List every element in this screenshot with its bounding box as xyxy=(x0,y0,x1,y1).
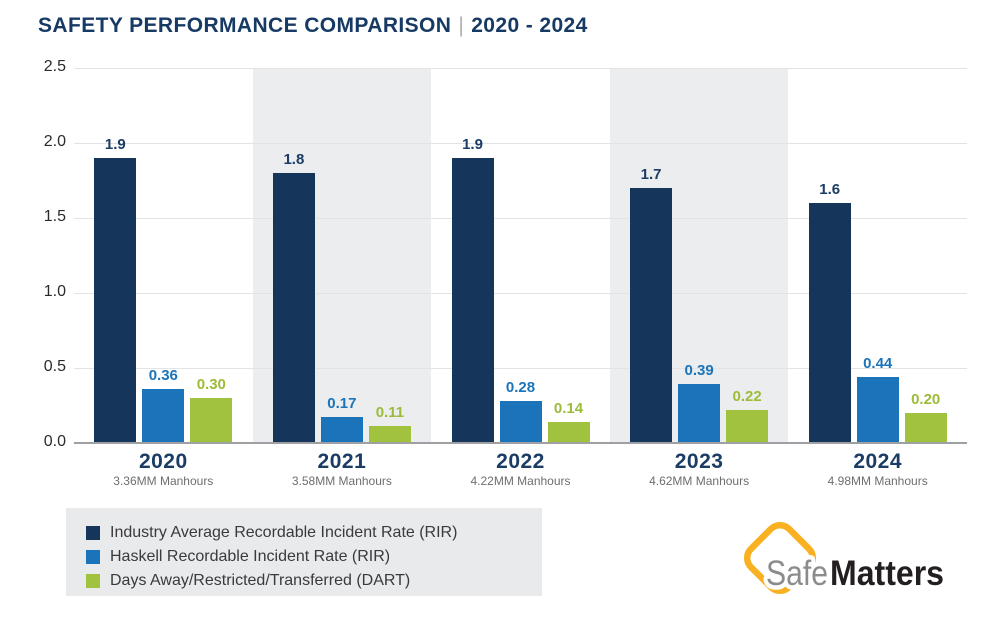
y-axis-label: 2.0 xyxy=(43,133,66,150)
gridline xyxy=(74,68,967,69)
legend-label-dart: Days Away/Restricted/Transferred (DART) xyxy=(110,572,411,589)
bar xyxy=(320,417,363,443)
bar xyxy=(190,398,233,443)
y-axis-label: 0.0 xyxy=(43,433,66,450)
bar xyxy=(856,377,899,443)
title-text: SAFETY PERFORMANCE COMPARISON xyxy=(38,14,452,37)
safematters-logo: Safe Matters xyxy=(736,508,966,612)
year-label: 2020 xyxy=(138,450,188,473)
bar-value-label: 1.7 xyxy=(640,166,662,183)
legend-item-dart: Days Away/Restricted/Transferred (DART) xyxy=(86,569,542,593)
bar xyxy=(678,384,721,443)
bar-value-label: 0.39 xyxy=(684,362,714,379)
year-label: 2023 xyxy=(674,450,724,473)
gridline xyxy=(74,368,967,369)
legend-swatch-blue xyxy=(86,550,100,564)
bar-value-label: 0.17 xyxy=(327,395,357,412)
bar xyxy=(726,410,769,443)
bar-value-label: 0.36 xyxy=(148,367,178,384)
bar xyxy=(272,173,315,443)
bar xyxy=(630,188,673,443)
logo-text-safe: Safe xyxy=(766,554,828,593)
bar-value-label: 0.28 xyxy=(505,379,536,396)
bar xyxy=(142,389,185,443)
gridline xyxy=(74,143,967,144)
legend-item-industry-rir: Industry Average Recordable Incident Rat… xyxy=(86,521,542,545)
safematters-logo-graphic: Safe Matters xyxy=(743,521,949,598)
legend-swatch-navy xyxy=(86,526,100,540)
manhours-label: 3.58MM Manhours xyxy=(291,474,392,488)
gridline xyxy=(74,218,967,219)
legend-item-haskell-rir: Haskell Recordable Incident Rate (RIR) xyxy=(86,545,542,569)
logo-diamond-icon xyxy=(743,521,817,595)
bar-value-label: 1.9 xyxy=(462,136,483,153)
year-label: 2022 xyxy=(496,450,545,473)
page-title: SAFETY PERFORMANCE COMPARISON | 2020 - 202… xyxy=(38,14,588,38)
y-axis-label: 2.5 xyxy=(43,58,66,75)
bar-value-label: 0.22 xyxy=(732,388,762,405)
bar-value-label: 0.30 xyxy=(196,376,226,393)
bar xyxy=(904,413,947,443)
bar-value-label: 1.6 xyxy=(819,181,841,198)
bar-value-label: 1.8 xyxy=(283,151,305,168)
bar xyxy=(499,401,542,443)
year-label: 2024 xyxy=(853,450,903,473)
bar xyxy=(368,426,411,443)
bar xyxy=(547,422,590,443)
logo-text-matters: Matters xyxy=(830,554,944,593)
x-axis-line xyxy=(74,442,967,444)
year-label: 2021 xyxy=(317,450,367,473)
title-daterange: 2020 - 2024 xyxy=(471,14,588,37)
legend-swatch-green xyxy=(86,574,100,588)
bar xyxy=(451,158,494,443)
bar xyxy=(808,203,851,443)
manhours-label: 4.62MM Manhours xyxy=(649,474,750,488)
chart-legend: Industry Average Recordable Incident Rat… xyxy=(66,508,542,596)
safety-bar-chart: 0.0 0.5 1.0 1.5 2.0 2.5 1.9 1.8 1.9 1.7 1.6 0.36 0.1… xyxy=(43,58,967,488)
bar-value-label: 0.20 xyxy=(911,391,941,408)
bar-value-label: 1.9 xyxy=(104,136,126,153)
y-axis-label: 1.5 xyxy=(43,208,66,225)
manhours-label: 4.98MM Manhours xyxy=(827,474,928,488)
legend-label-haskell-rir: Haskell Recordable Incident Rate (RIR) xyxy=(110,548,391,565)
bar xyxy=(94,158,137,443)
manhours-label: 3.36MM Manhours xyxy=(113,474,214,488)
manhours-label: 4.22MM Manhours xyxy=(470,474,571,488)
gridline xyxy=(74,293,967,294)
title-separator: | xyxy=(458,14,465,37)
y-axis-label: 0.5 xyxy=(43,358,66,375)
bar-value-label: 0.14 xyxy=(553,400,584,417)
bar-value-label: 0.44 xyxy=(863,355,893,372)
legend-label-industry-rir: Industry Average Recordable Incident Rat… xyxy=(110,524,458,541)
bar-value-label: 0.11 xyxy=(375,404,405,421)
y-axis-label: 1.0 xyxy=(43,283,66,300)
